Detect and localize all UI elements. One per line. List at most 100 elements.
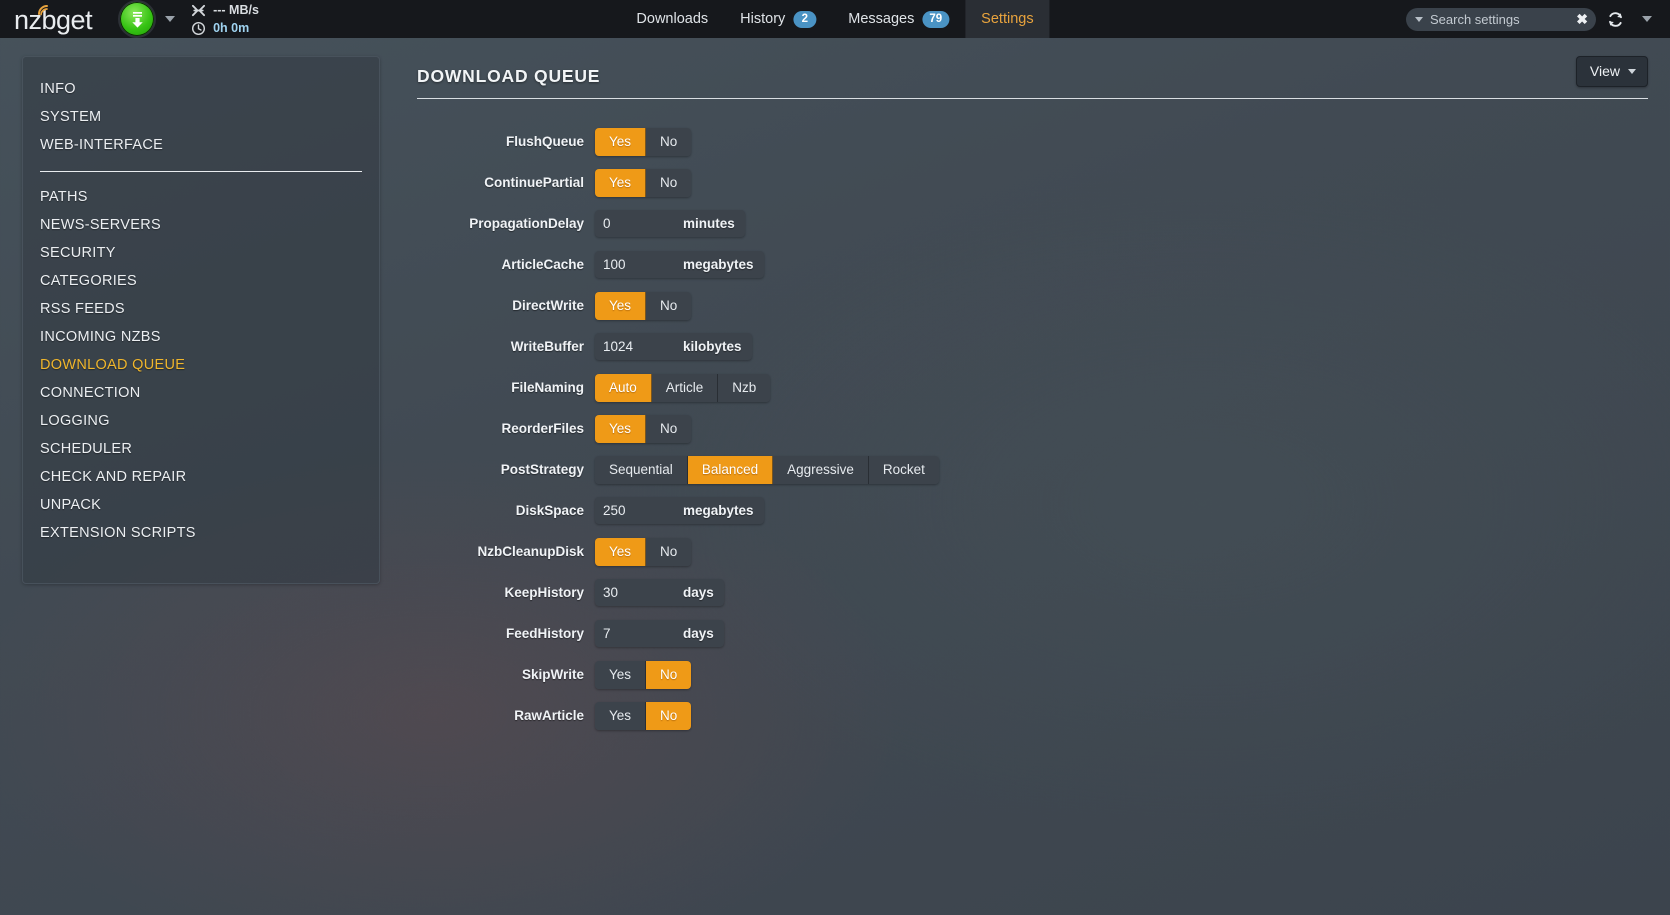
- caret-down-icon: [1642, 16, 1652, 22]
- nav-label-downloads: Downloads: [636, 11, 709, 27]
- sidebar-item-logging[interactable]: LOGGING: [40, 413, 110, 429]
- sidebar-item-rss-feeds[interactable]: RSS FEEDS: [40, 301, 125, 317]
- sidebar-item-incoming-nzbs[interactable]: INCOMING NZBS: [40, 329, 161, 345]
- page-body: INFO SYSTEM WEB-INTERFACE PATHS NEWS-SER…: [0, 38, 1670, 915]
- setting-control-direct-write: Yes No: [595, 291, 692, 320]
- setting-label-flush-queue: FlushQueue: [505, 134, 584, 149]
- input-keep-history[interactable]: [595, 579, 681, 606]
- option-reorder-files-yes[interactable]: Yes: [595, 414, 647, 443]
- option-post-strategy-balanced[interactable]: Balanced: [687, 455, 774, 484]
- sidebar-item-connection[interactable]: CONNECTION: [40, 385, 141, 401]
- field-write-buffer: kilobytes: [595, 333, 752, 360]
- sidebar-item-categories[interactable]: CATEGORIES: [40, 273, 137, 289]
- input-disk-space[interactable]: [595, 497, 681, 524]
- setting-label-keep-history: KeepHistory: [504, 585, 584, 600]
- search-settings-box[interactable]: Search settings ✖: [1406, 7, 1596, 31]
- option-direct-write-yes[interactable]: Yes: [595, 291, 647, 320]
- option-file-naming-article[interactable]: Article: [651, 373, 719, 402]
- setting-control-file-naming: Auto Article Nzb: [595, 373, 771, 402]
- setting-control-nzb-cleanup-disk: Yes No: [595, 537, 692, 566]
- option-skip-write-yes[interactable]: Yes: [595, 660, 647, 689]
- sidebar-item-extension-scripts[interactable]: EXTENSION SCRIPTS: [40, 525, 196, 541]
- segmented-control-nzb-cleanup-disk: Yes No: [595, 537, 692, 566]
- field-article-cache: megabytes: [595, 251, 764, 278]
- setting-row-feed-history: FeedHistory days: [417, 613, 1648, 654]
- option-nzb-cleanup-disk-no[interactable]: No: [646, 537, 692, 566]
- sidebar-item-system[interactable]: SYSTEM: [40, 109, 102, 125]
- field-propagation-delay: minutes: [595, 210, 745, 237]
- setting-label-continue-partial: ContinuePartial: [484, 175, 584, 190]
- option-file-naming-nzb[interactable]: Nzb: [718, 373, 771, 402]
- sidebar-item-check-and-repair[interactable]: CHECK AND REPAIR: [40, 469, 187, 485]
- input-write-buffer[interactable]: [595, 333, 681, 360]
- refresh-icon[interactable]: [1602, 6, 1628, 32]
- content-header: DOWNLOAD QUEUE View: [417, 56, 1648, 99]
- segmented-control-post-strategy: Sequential Balanced Aggressive Rocket: [595, 455, 939, 484]
- setting-row-nzb-cleanup-disk: NzbCleanupDisk Yes No: [417, 531, 1648, 572]
- option-raw-article-no[interactable]: No: [646, 701, 692, 730]
- search-clear-icon[interactable]: ✖: [1576, 11, 1588, 27]
- messages-badge: 79: [922, 10, 950, 28]
- input-propagation-delay[interactable]: [595, 210, 681, 237]
- page-title: DOWNLOAD QUEUE: [417, 66, 601, 86]
- option-continue-partial-no[interactable]: No: [646, 168, 692, 197]
- speed-stat: --- MB/s: [191, 2, 259, 19]
- option-flush-queue-yes[interactable]: Yes: [595, 127, 647, 156]
- top-bar: nzbget --- MB/s: [0, 0, 1670, 38]
- input-article-cache[interactable]: [595, 251, 681, 278]
- sidebar-item-download-queue[interactable]: DOWNLOAD QUEUE: [40, 357, 186, 373]
- setting-control-keep-history: days: [595, 579, 724, 606]
- unit-article-cache: megabytes: [683, 257, 754, 272]
- option-flush-queue-no[interactable]: No: [646, 127, 692, 156]
- field-disk-space: megabytes: [595, 497, 764, 524]
- sidebar-item-paths[interactable]: PATHS: [40, 189, 88, 205]
- settings-form: FlushQueue Yes No ContinuePartial Yes No Propa…: [417, 99, 1648, 736]
- download-menu-caret-icon[interactable]: [165, 16, 176, 22]
- setting-row-flush-queue: FlushQueue Yes No: [417, 121, 1648, 162]
- setting-label-raw-article: RawArticle: [514, 708, 584, 723]
- nav-label-messages: Messages: [848, 11, 915, 27]
- nav-item-messages[interactable]: Messages 79: [832, 0, 965, 38]
- input-feed-history[interactable]: [595, 620, 681, 647]
- sidebar-item-security[interactable]: SECURITY: [40, 245, 116, 261]
- setting-control-flush-queue: Yes No: [595, 127, 692, 156]
- setting-control-skip-write: Yes No: [595, 660, 692, 689]
- nav-label-settings: Settings: [981, 11, 1034, 27]
- option-continue-partial-yes[interactable]: Yes: [595, 168, 647, 197]
- top-menu-caret-icon[interactable]: [1634, 6, 1660, 32]
- option-post-strategy-aggressive[interactable]: Aggressive: [773, 455, 869, 484]
- search-input[interactable]: Search settings: [1430, 11, 1520, 27]
- option-direct-write-no[interactable]: No: [646, 291, 692, 320]
- sidebar-item-web-interface[interactable]: WEB-INTERFACE: [40, 137, 164, 153]
- setting-label-post-strategy: PostStrategy: [500, 462, 584, 477]
- setting-row-propagation-delay: PropagationDelay minutes: [417, 203, 1648, 244]
- sidebar-item-unpack[interactable]: UNPACK: [40, 497, 102, 513]
- download-circle-icon[interactable]: [118, 0, 157, 38]
- option-reorder-files-no[interactable]: No: [646, 414, 692, 443]
- nav-item-settings[interactable]: Settings: [965, 0, 1050, 38]
- search-dropdown-caret-icon[interactable]: [1415, 16, 1423, 22]
- view-button[interactable]: View: [1575, 56, 1648, 87]
- option-nzb-cleanup-disk-yes[interactable]: Yes: [595, 537, 647, 566]
- option-post-strategy-rocket[interactable]: Rocket: [868, 455, 939, 484]
- field-keep-history: days: [595, 579, 724, 606]
- time-value: 0h 0m: [213, 21, 250, 35]
- option-skip-write-no[interactable]: No: [646, 660, 692, 689]
- setting-row-continue-partial: ContinuePartial Yes No: [417, 162, 1648, 203]
- segmented-control-continue-partial: Yes No: [595, 168, 692, 197]
- setting-control-raw-article: Yes No: [595, 701, 692, 730]
- unit-disk-space: megabytes: [683, 503, 754, 518]
- brand-logo[interactable]: nzbget: [0, 0, 176, 38]
- sidebar-item-news-servers[interactable]: NEWS-SERVERS: [40, 217, 161, 233]
- brand-name: nzbget: [14, 4, 93, 35]
- option-raw-article-yes[interactable]: Yes: [595, 701, 647, 730]
- nav-item-downloads[interactable]: Downloads: [620, 0, 724, 38]
- option-file-naming-auto[interactable]: Auto: [595, 373, 652, 402]
- speed-value: --- MB/s: [213, 3, 259, 17]
- sidebar-item-info[interactable]: INFO: [40, 81, 76, 97]
- sidebar-item-scheduler[interactable]: SCHEDULER: [40, 441, 133, 457]
- top-right-controls: Search settings ✖: [1406, 0, 1660, 38]
- nav-item-history[interactable]: History 2: [724, 0, 832, 38]
- history-badge: 2: [793, 10, 817, 28]
- option-post-strategy-sequential[interactable]: Sequential: [595, 455, 688, 484]
